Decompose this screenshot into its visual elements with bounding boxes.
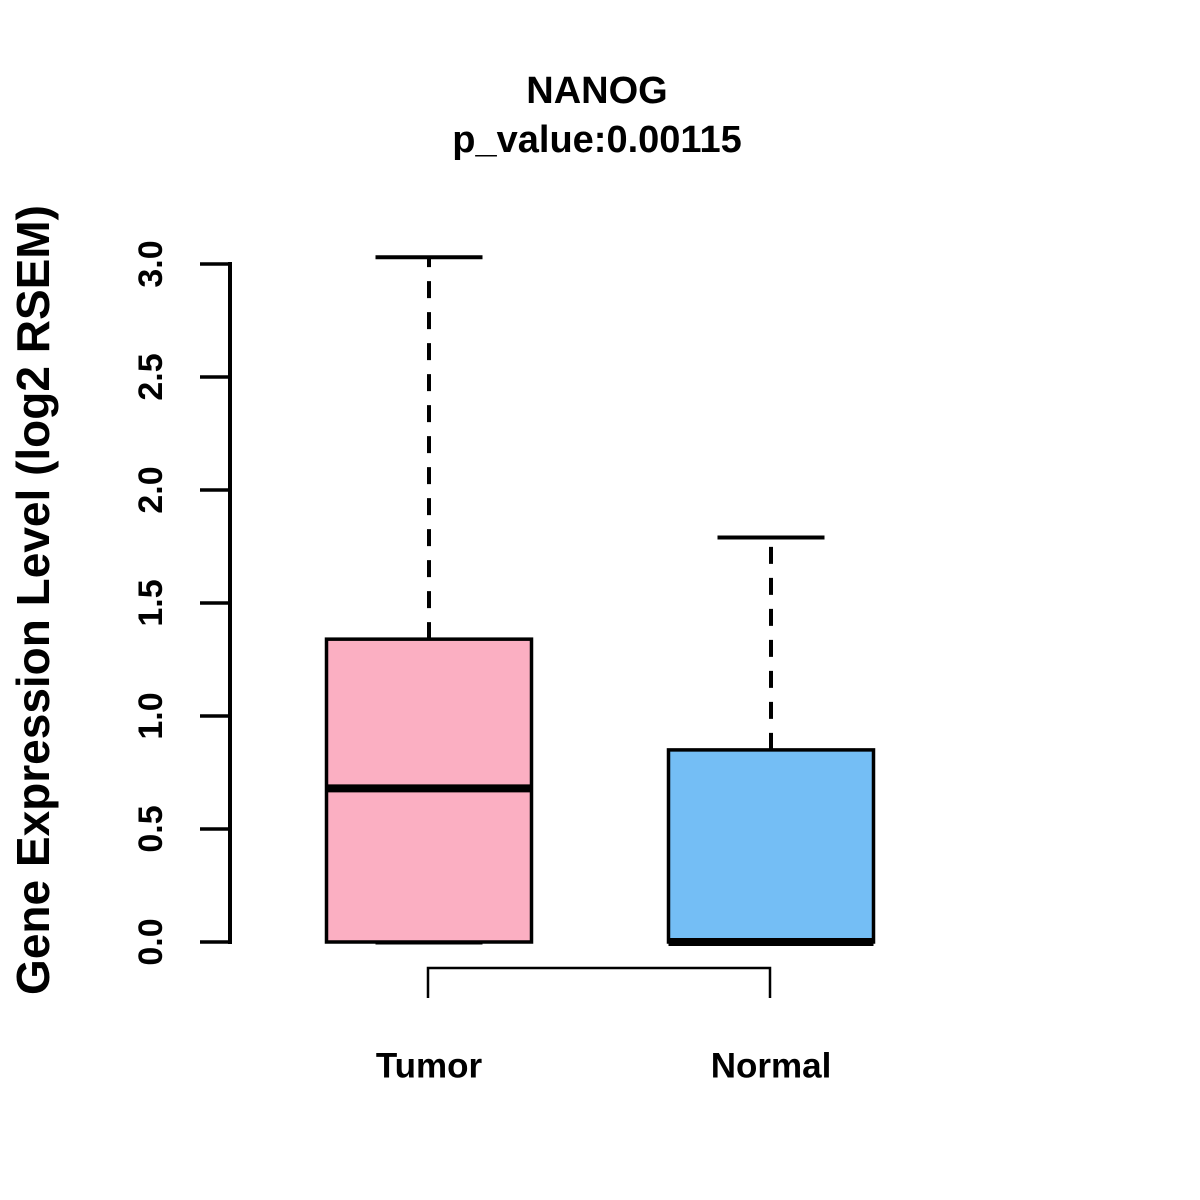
figure-title: NANOG — [526, 70, 668, 112]
y-tick-label: 2.5 — [132, 353, 170, 400]
y-tick-label: 1.5 — [132, 579, 170, 626]
normal-box — [666, 748, 876, 944]
comparison-bracket — [426, 966, 772, 998]
y-tick-label: 1.0 — [132, 692, 170, 739]
y-tick-label: 3.0 — [132, 240, 170, 287]
category-label-normal: Normal — [711, 1047, 832, 1086]
figure-subtitle: p_value:0.00115 — [452, 119, 742, 161]
y-tick-label: 0.0 — [132, 918, 170, 965]
y-tick-label: 0.5 — [132, 805, 170, 852]
y-axis-title: Gene Expression Level (log2 RSEM) — [7, 205, 59, 995]
category-label-tumor: Tumor — [376, 1047, 483, 1086]
y-tick-label: 2.0 — [132, 466, 170, 513]
